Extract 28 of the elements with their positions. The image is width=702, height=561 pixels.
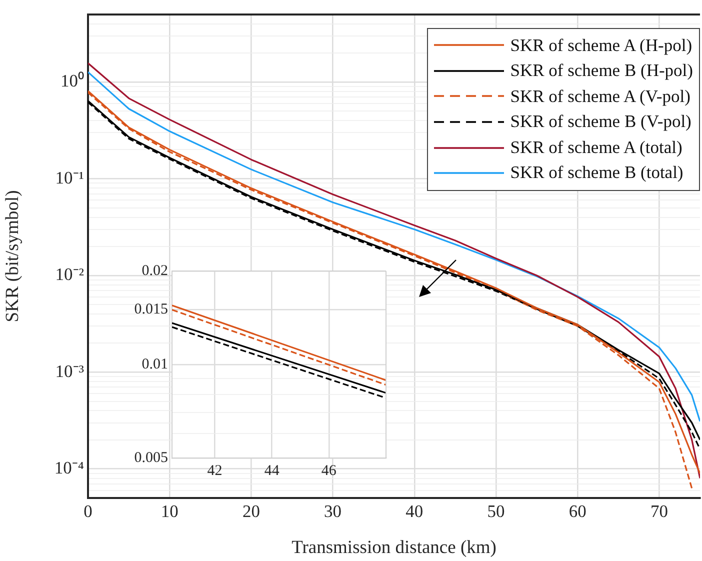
y-axis-title: SKR (bit/symbol)	[2, 190, 23, 322]
y-tick-label: 10⁻³	[55, 360, 84, 381]
x-tick-label: 46	[321, 462, 337, 479]
x-tick-label: 30	[324, 501, 342, 522]
legend-label: SKR of scheme A (total)	[510, 136, 682, 159]
x-axis-title: Transmission distance (km)	[292, 538, 496, 558]
legend-label: SKR of scheme A (H-pol)	[510, 34, 692, 57]
legend-label: SKR of scheme A (V-pol)	[510, 84, 690, 108]
x-tick-label: 44	[264, 462, 280, 479]
x-tick-label: 0	[84, 501, 93, 522]
y-tick-label: 0.02	[142, 262, 168, 279]
x-tick-label: 40	[406, 501, 424, 522]
x-tick-label: 70	[650, 501, 668, 522]
legend-label: SKR of scheme B (V-pol)	[510, 110, 692, 134]
y-tick-label: 0.01	[142, 356, 168, 372]
legend-label: SKR of scheme B (H-pol)	[510, 59, 693, 82]
y-tick-label: 10⁻²	[55, 264, 84, 284]
x-tick-label: 20	[242, 501, 260, 522]
x-tick-label: 60	[568, 501, 587, 522]
y-tick-label: 10⁻⁴	[54, 457, 84, 478]
legend-label: SKR of scheme B (total)	[510, 161, 684, 184]
y-tick-label: 0.005	[134, 450, 168, 466]
x-tick-label: 10	[160, 501, 179, 522]
x-tick-label: 50	[487, 501, 505, 522]
y-tick-label: 0.015	[134, 302, 168, 318]
y-tick-label: 10⁻¹	[55, 167, 84, 188]
y-tick-label: 10⁰	[60, 70, 84, 91]
x-tick-label: 42	[207, 462, 222, 479]
